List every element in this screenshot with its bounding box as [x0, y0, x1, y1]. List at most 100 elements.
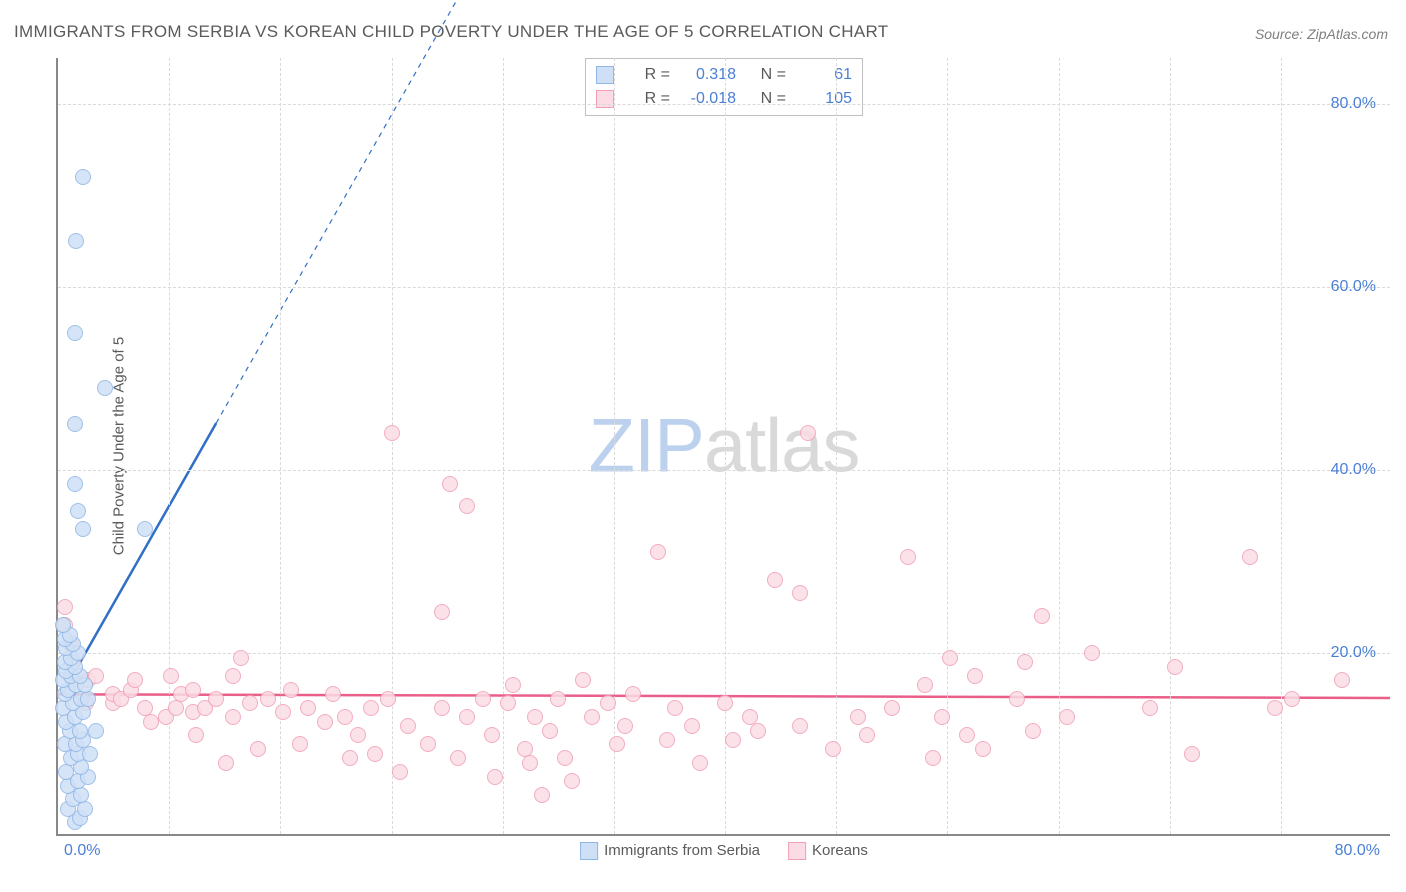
- legend-n-value: 105: [794, 87, 852, 111]
- legend-swatch: [580, 842, 598, 860]
- scatter-point: [363, 700, 379, 716]
- source-name: ZipAtlas.com: [1307, 26, 1388, 42]
- scatter-point: [67, 325, 83, 341]
- scatter-point: [75, 521, 91, 537]
- scatter-point: [725, 732, 741, 748]
- scatter-point: [208, 691, 224, 707]
- scatter-point: [82, 746, 98, 762]
- scatter-point: [564, 773, 580, 789]
- scatter-point: [1267, 700, 1283, 716]
- scatter-point: [337, 709, 353, 725]
- scatter-point: [534, 787, 550, 803]
- scatter-point: [959, 727, 975, 743]
- scatter-point: [97, 380, 113, 396]
- scatter-point: [1017, 654, 1033, 670]
- scatter-point: [934, 709, 950, 725]
- y-tick-label: 80.0%: [1331, 95, 1376, 113]
- scatter-point: [342, 750, 358, 766]
- legend-swatch: [596, 90, 614, 108]
- scatter-point: [487, 769, 503, 785]
- scatter-point: [350, 727, 366, 743]
- scatter-point: [75, 169, 91, 185]
- scatter-point: [283, 682, 299, 698]
- scatter-point: [1334, 672, 1350, 688]
- scatter-point: [717, 695, 733, 711]
- scatter-point: [242, 695, 258, 711]
- scatter-point: [975, 741, 991, 757]
- scatter-point: [137, 521, 153, 537]
- legend-r-value: -0.018: [678, 87, 736, 111]
- scatter-point: [859, 727, 875, 743]
- scatter-point: [967, 668, 983, 684]
- gridline-vertical: [836, 58, 837, 834]
- scatter-point: [1167, 659, 1183, 675]
- scatter-point: [825, 741, 841, 757]
- scatter-point: [522, 755, 538, 771]
- scatter-point: [317, 714, 333, 730]
- x-tick-label: 80.0%: [1335, 842, 1380, 860]
- scatter-point: [400, 718, 416, 734]
- scatter-point: [459, 498, 475, 514]
- scatter-point: [884, 700, 900, 716]
- legend-r-label: R =: [628, 63, 670, 87]
- gridline-vertical: [1281, 58, 1282, 834]
- gridline-vertical: [614, 58, 615, 834]
- scatter-point: [1184, 746, 1200, 762]
- y-tick-label: 20.0%: [1331, 644, 1376, 662]
- scatter-point: [250, 741, 266, 757]
- scatter-point: [542, 723, 558, 739]
- trend-line-extrapolated: [216, 0, 465, 423]
- chart-title: IMMIGRANTS FROM SERBIA VS KOREAN CHILD P…: [14, 22, 888, 42]
- scatter-point: [68, 233, 84, 249]
- scatter-point: [917, 677, 933, 693]
- scatter-point: [942, 650, 958, 666]
- scatter-point: [767, 572, 783, 588]
- scatter-point: [900, 549, 916, 565]
- scatter-point: [650, 544, 666, 560]
- gridline-horizontal: [58, 104, 1390, 105]
- scatter-point: [70, 503, 86, 519]
- x-legend-item: Koreans: [788, 842, 868, 860]
- scatter-point: [188, 727, 204, 743]
- gridline-vertical: [392, 58, 393, 834]
- scatter-point: [505, 677, 521, 693]
- scatter-point: [684, 718, 700, 734]
- scatter-point: [450, 750, 466, 766]
- scatter-point: [575, 672, 591, 688]
- scatter-point: [442, 476, 458, 492]
- scatter-point: [185, 682, 201, 698]
- scatter-point: [67, 416, 83, 432]
- gridline-horizontal: [58, 287, 1390, 288]
- scatter-point: [750, 723, 766, 739]
- legend-row: R =-0.018N =105: [596, 87, 852, 111]
- scatter-point: [434, 604, 450, 620]
- scatter-point: [609, 736, 625, 752]
- scatter-point: [1142, 700, 1158, 716]
- scatter-point: [275, 704, 291, 720]
- gridline-vertical: [1170, 58, 1171, 834]
- legend-swatch: [596, 66, 614, 84]
- scatter-point: [163, 668, 179, 684]
- scatter-point: [625, 686, 641, 702]
- scatter-point: [58, 764, 74, 780]
- scatter-point: [384, 425, 400, 441]
- scatter-point: [1242, 549, 1258, 565]
- scatter-point: [434, 700, 450, 716]
- scatter-point: [55, 617, 71, 633]
- scatter-point: [667, 700, 683, 716]
- scatter-point: [72, 723, 88, 739]
- legend-n-label: N =: [744, 63, 786, 87]
- gridline-vertical: [503, 58, 504, 834]
- scatter-point: [925, 750, 941, 766]
- scatter-point: [557, 750, 573, 766]
- scatter-point: [218, 755, 234, 771]
- legend-r-label: R =: [628, 87, 670, 111]
- scatter-point: [800, 425, 816, 441]
- scatter-point: [659, 732, 675, 748]
- scatter-point: [392, 764, 408, 780]
- legend-swatch: [788, 842, 806, 860]
- scatter-point: [850, 709, 866, 725]
- scatter-point: [792, 585, 808, 601]
- scatter-point: [1034, 608, 1050, 624]
- scatter-point: [600, 695, 616, 711]
